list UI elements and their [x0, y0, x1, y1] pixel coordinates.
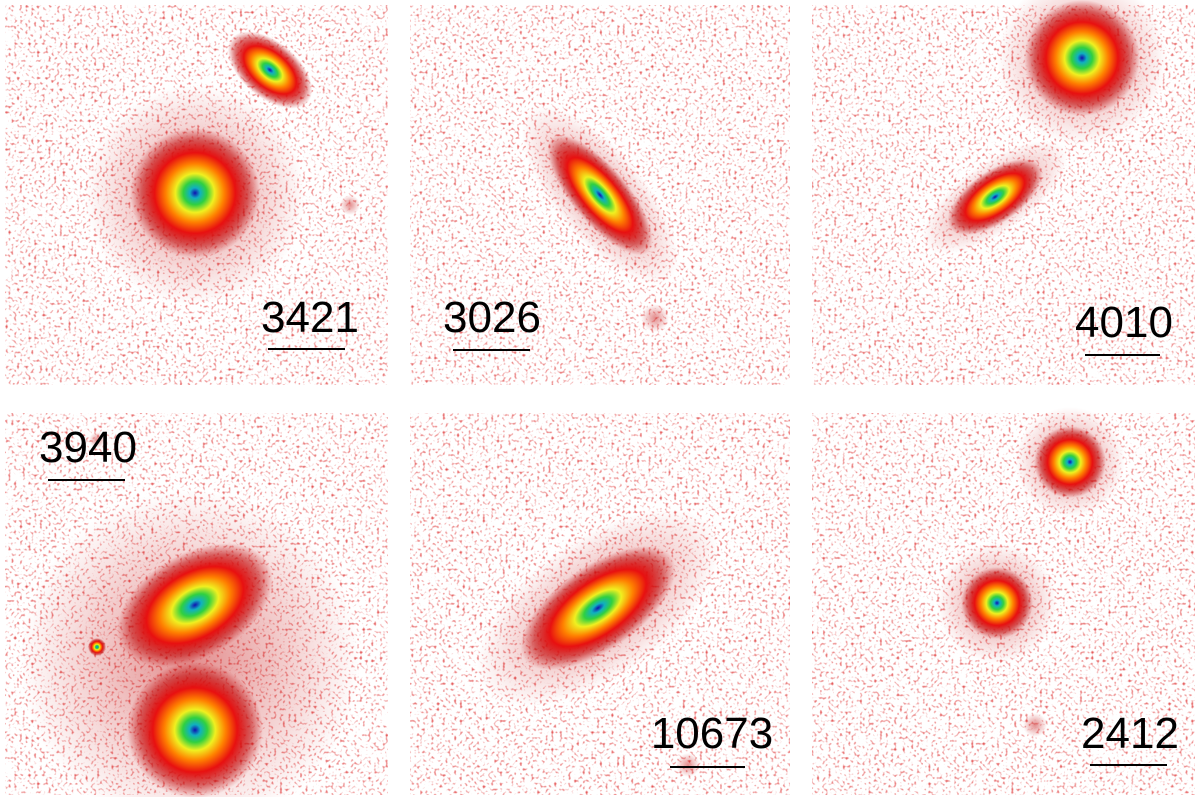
labels: 3421 3026 4010 3940 10673 2412 [39, 293, 1179, 768]
panel-label: 3940 [39, 423, 137, 472]
panel-label: 2412 [1081, 709, 1179, 758]
panel-label: 10673 [651, 709, 773, 758]
panel-label: 3026 [443, 293, 541, 342]
galaxies [20, 0, 1167, 797]
panel-label: 3421 [261, 293, 359, 342]
panel-label: 4010 [1075, 298, 1173, 347]
